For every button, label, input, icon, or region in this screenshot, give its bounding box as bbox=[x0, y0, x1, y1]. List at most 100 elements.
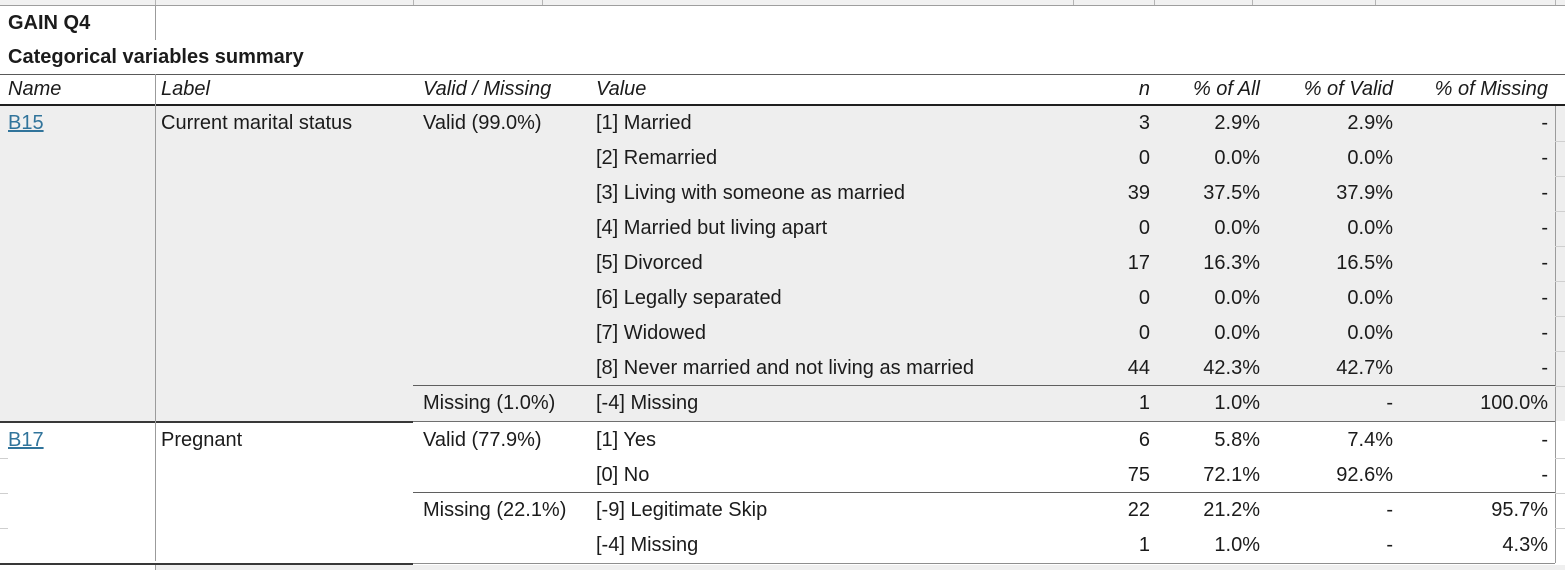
table-row: [4] Married but living apart 0 0.0% 0.0% - bbox=[0, 211, 1565, 246]
table-row: Missing (1.0%) [-4] Missing 1 1.0% - 100.0% bbox=[0, 385, 1565, 421]
cell-value: [2] Remarried bbox=[596, 147, 718, 169]
cell-pct-all: 0.0% bbox=[1214, 322, 1260, 344]
cell-valid-missing bbox=[413, 246, 590, 281]
cell-value: [1] Yes bbox=[596, 429, 657, 451]
cell-valid-missing bbox=[413, 281, 590, 316]
cell-pct-all: 42.3% bbox=[1203, 357, 1260, 379]
cell-valid-missing: Missing (22.1%) bbox=[423, 499, 567, 521]
cell-valid-missing bbox=[413, 141, 590, 176]
table-row: [2] Remarried 0 0.0% 0.0% - bbox=[0, 141, 1565, 176]
gridline bbox=[413, 0, 414, 5]
cell-valid-missing bbox=[413, 458, 590, 493]
cell-pct-missing: - bbox=[1541, 112, 1548, 134]
cell-pct-valid: 0.0% bbox=[1347, 287, 1393, 309]
cell-pct-missing: 4.3% bbox=[1502, 534, 1548, 556]
cell-name bbox=[0, 528, 155, 563]
cell-pct-missing: - bbox=[1541, 429, 1548, 451]
cell-pct-valid: 2.9% bbox=[1347, 112, 1393, 134]
cell-value: [5] Divorced bbox=[596, 252, 703, 274]
cell-value: [0] No bbox=[596, 464, 650, 486]
cell-n: 0 bbox=[1138, 217, 1150, 239]
cell-n: 17 bbox=[1127, 252, 1150, 274]
cell-name bbox=[0, 246, 155, 281]
cell-valid-missing bbox=[413, 528, 590, 563]
cell-value: [8] Never married and not living as marr… bbox=[596, 357, 974, 379]
cell-label bbox=[155, 176, 413, 211]
table-row: [7] Widowed 0 0.0% 0.0% - bbox=[0, 316, 1565, 351]
gridline bbox=[1154, 0, 1155, 5]
cell-pct-valid: - bbox=[1386, 499, 1393, 521]
table-row: [8] Never married and not living as marr… bbox=[0, 351, 1565, 386]
cell-pct-valid: 0.0% bbox=[1347, 147, 1393, 169]
cell-pct-valid: 7.4% bbox=[1347, 429, 1393, 451]
cell-value: [1] Married bbox=[596, 112, 692, 134]
column-header-label: Label bbox=[161, 78, 210, 100]
cell-pct-valid: 42.7% bbox=[1336, 357, 1393, 379]
table-body: B15 Current marital status Valid (99.0%) [1… bbox=[0, 106, 1565, 565]
variable-link[interactable]: B17 bbox=[8, 429, 44, 451]
cell-pct-all: 0.0% bbox=[1214, 147, 1260, 169]
variable-link[interactable]: B15 bbox=[8, 112, 44, 134]
cell-name bbox=[0, 458, 155, 493]
cell-pct-missing: 100.0% bbox=[1480, 392, 1548, 414]
cell-label bbox=[155, 493, 413, 528]
cell-valid-missing: Missing (1.0%) bbox=[423, 392, 556, 414]
cell-pct-all: 0.0% bbox=[1214, 287, 1260, 309]
cell-valid-missing: Valid (77.9%) bbox=[423, 429, 542, 451]
cell-label: Pregnant bbox=[161, 429, 243, 451]
cell-label bbox=[155, 351, 413, 386]
cell-name bbox=[0, 351, 155, 386]
column-header-pct-all: % of All bbox=[1192, 78, 1260, 100]
gridline bbox=[1073, 0, 1074, 5]
cell-valid-missing bbox=[413, 176, 590, 211]
cell-n: 1 bbox=[1138, 534, 1150, 556]
cell-pct-all: 37.5% bbox=[1203, 182, 1260, 204]
cell-pct-missing: - bbox=[1541, 147, 1548, 169]
table-row: B15 Current marital status Valid (99.0%) [1… bbox=[0, 106, 1565, 141]
cell-pct-valid: 0.0% bbox=[1347, 217, 1393, 239]
cell-name bbox=[0, 141, 155, 176]
cell-pct-valid: 0.0% bbox=[1347, 322, 1393, 344]
table-header-row: Name Label Valid / Missing Value n % of … bbox=[0, 74, 1565, 106]
cell-name: B17 bbox=[0, 423, 155, 458]
group-separator bbox=[0, 563, 1565, 565]
cell-label: Current marital status bbox=[161, 112, 353, 134]
table-row: [-4] Missing 1 1.0% - 4.3% bbox=[0, 528, 1565, 563]
cell-value: [-4] Missing bbox=[596, 392, 699, 414]
sheet-row-below-fill bbox=[155, 565, 1565, 570]
cell-n: 75 bbox=[1127, 464, 1150, 486]
cell-pct-missing: - bbox=[1541, 322, 1548, 344]
cell-pct-valid: 16.5% bbox=[1336, 252, 1393, 274]
cell-n: 3 bbox=[1138, 112, 1150, 134]
gridline bbox=[1555, 0, 1556, 5]
cell-name bbox=[0, 316, 155, 351]
cell-pct-missing: - bbox=[1541, 464, 1548, 486]
cell-n: 6 bbox=[1138, 429, 1150, 451]
gridline bbox=[1252, 0, 1253, 5]
column-header-n: n bbox=[1138, 78, 1150, 100]
report-title: GAIN Q4 bbox=[8, 12, 91, 34]
table-row: [0] No 75 72.1% 92.6% - bbox=[0, 458, 1565, 493]
cell-pct-missing: - bbox=[1541, 182, 1548, 204]
cell-n: 22 bbox=[1127, 499, 1150, 521]
cell-valid-missing bbox=[413, 351, 590, 386]
column-header-pct-valid: % of Valid bbox=[1303, 78, 1393, 100]
gridline bbox=[1375, 0, 1376, 5]
cell-pct-valid: 37.9% bbox=[1336, 182, 1393, 204]
table-row: Missing (22.1%) [-9] Legitimate Skip 22 21.… bbox=[0, 492, 1565, 528]
cell-pct-missing: - bbox=[1541, 287, 1548, 309]
column-header-name: Name bbox=[8, 78, 62, 100]
cell-label bbox=[155, 528, 413, 563]
cell-label bbox=[155, 141, 413, 176]
cell-value: [6] Legally separated bbox=[596, 287, 782, 309]
cell-pct-valid: - bbox=[1386, 534, 1393, 556]
cell-pct-missing: - bbox=[1541, 217, 1548, 239]
cell-pct-all: 1.0% bbox=[1214, 534, 1260, 556]
cell-pct-all: 0.0% bbox=[1214, 217, 1260, 239]
cell-valid-missing: Valid (99.0%) bbox=[423, 112, 542, 134]
column-header-valid-missing: Valid / Missing bbox=[423, 78, 552, 100]
cell-label bbox=[155, 316, 413, 351]
cell-n: 44 bbox=[1127, 357, 1150, 379]
cell-n: 39 bbox=[1127, 182, 1150, 204]
